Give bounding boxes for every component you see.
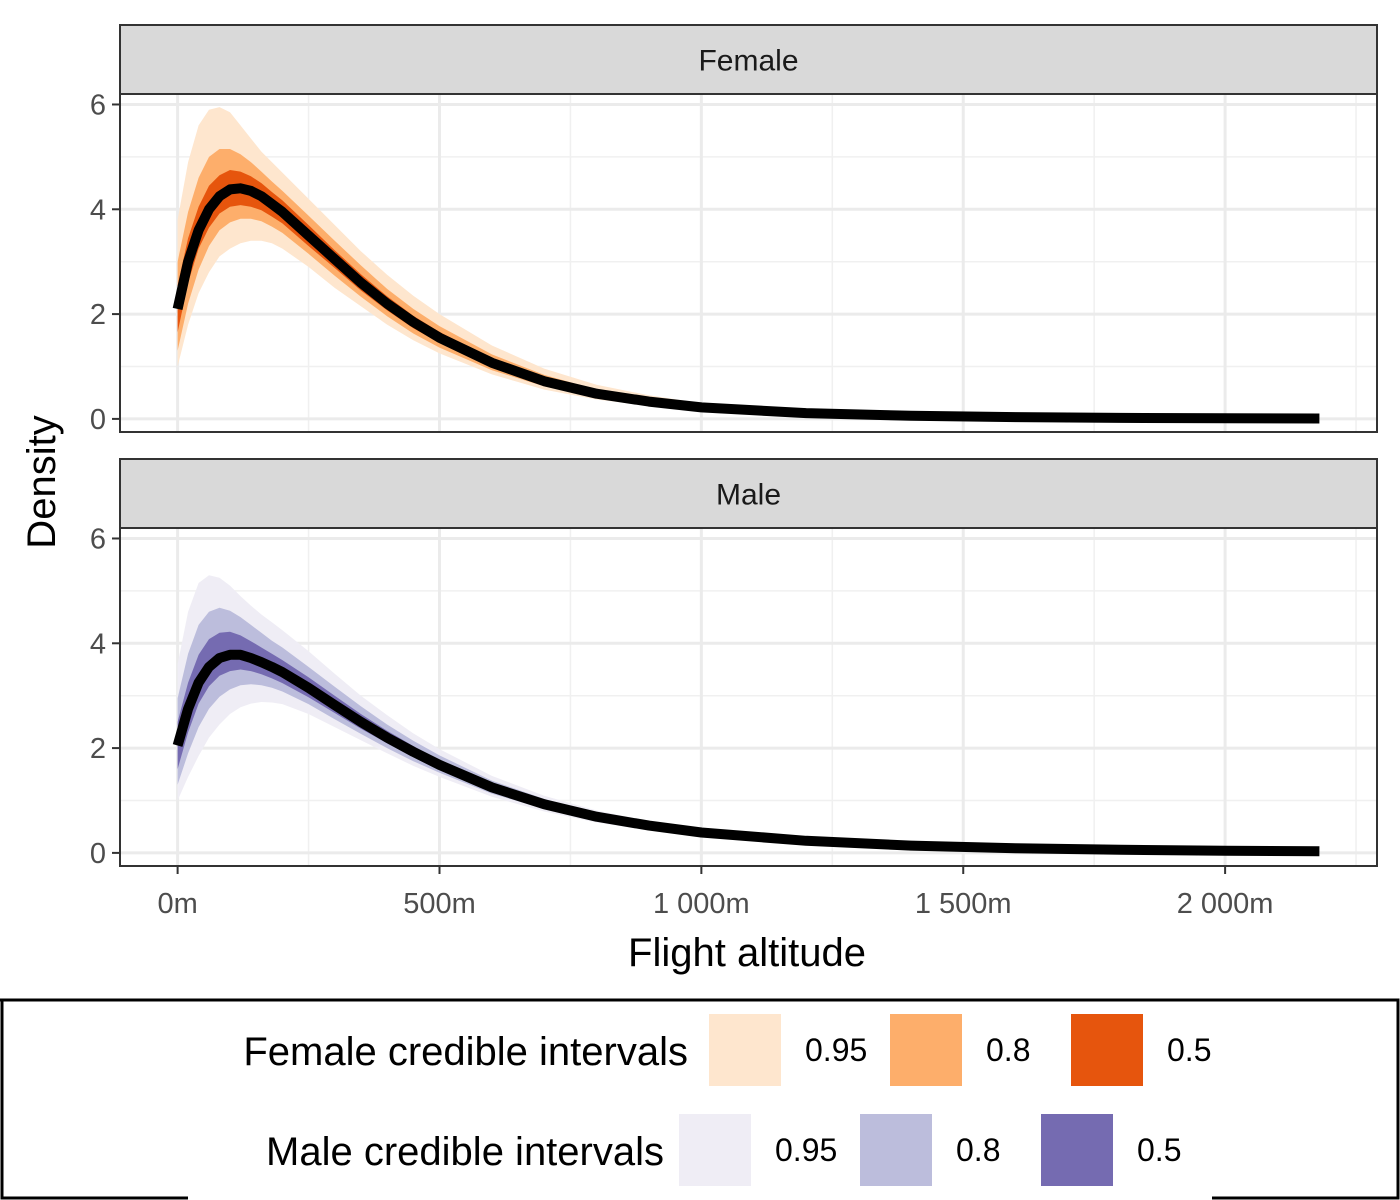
strip-female: [119, 24, 1378, 95]
legend-label: 0.8: [986, 1032, 1030, 1068]
facet-female: Female 0 2 4 6: [90, 24, 1378, 436]
x-tick-label: 1 500m: [915, 888, 1012, 920]
band-0.95-male: [177, 575, 1320, 852]
x-axis-title: Flight altitude: [628, 931, 866, 975]
legend-key: [860, 1114, 932, 1186]
y-tick-label: 6: [90, 523, 106, 555]
legend-group-female: Female credible intervals 0.95 0.8 0.5: [243, 1014, 1211, 1086]
legend-label: 0.5: [1137, 1132, 1181, 1168]
median-line-female: [172, 183, 1320, 424]
y-tick-label: 0: [90, 838, 106, 870]
x-tick-label: 0m: [157, 888, 197, 920]
legend-label: 0.8: [956, 1132, 1000, 1168]
strip-label: Female: [698, 45, 798, 78]
legend-group-male: Male credible intervals 0.95 0.8 0.5: [266, 1114, 1181, 1186]
strip-male: [119, 458, 1378, 529]
y-axis-title: Density: [20, 415, 64, 548]
legend-frame: [0, 998, 1400, 1200]
legend-key: [679, 1114, 751, 1186]
legend-key: [1071, 1014, 1143, 1086]
y-tick-label: 6: [90, 89, 106, 121]
x-tick-label: 1 000m: [653, 888, 750, 920]
y-tick-label: 2: [90, 733, 106, 765]
legend-label: 0.95: [805, 1032, 867, 1068]
facets: Female 0 2 4 6 Male 0 2 4 6 0m 500m 1 000m 1 500m 2 00…: [90, 24, 1378, 920]
y-tick-label: 0: [90, 404, 106, 436]
x-tick-label: 500m: [403, 888, 476, 920]
legend-label: 0.95: [775, 1132, 837, 1168]
legend-title: Female credible intervals: [243, 1030, 688, 1074]
strip-label: Male: [716, 479, 781, 512]
legend-label: 0.5: [1167, 1032, 1211, 1068]
panel-border: [119, 93, 1378, 433]
panel-border: [119, 527, 1378, 867]
facet-male: Male 0 2 4 6 0m 500m 1 000m 1 500m 2 000m: [90, 458, 1378, 920]
legend-key: [890, 1014, 962, 1086]
y-tick-label: 4: [90, 628, 106, 660]
median-line-male: [172, 649, 1320, 857]
y-tick-label: 2: [90, 299, 106, 331]
x-tick-label: 2 000m: [1177, 888, 1274, 920]
legend: Female credible intervals 0.95 0.8 0.5Male …: [0, 998, 1400, 1200]
legend-key: [1041, 1114, 1113, 1186]
legend-key: [709, 1014, 781, 1086]
legend-title: Male credible intervals: [266, 1130, 664, 1174]
y-tick-label: 4: [90, 194, 106, 226]
